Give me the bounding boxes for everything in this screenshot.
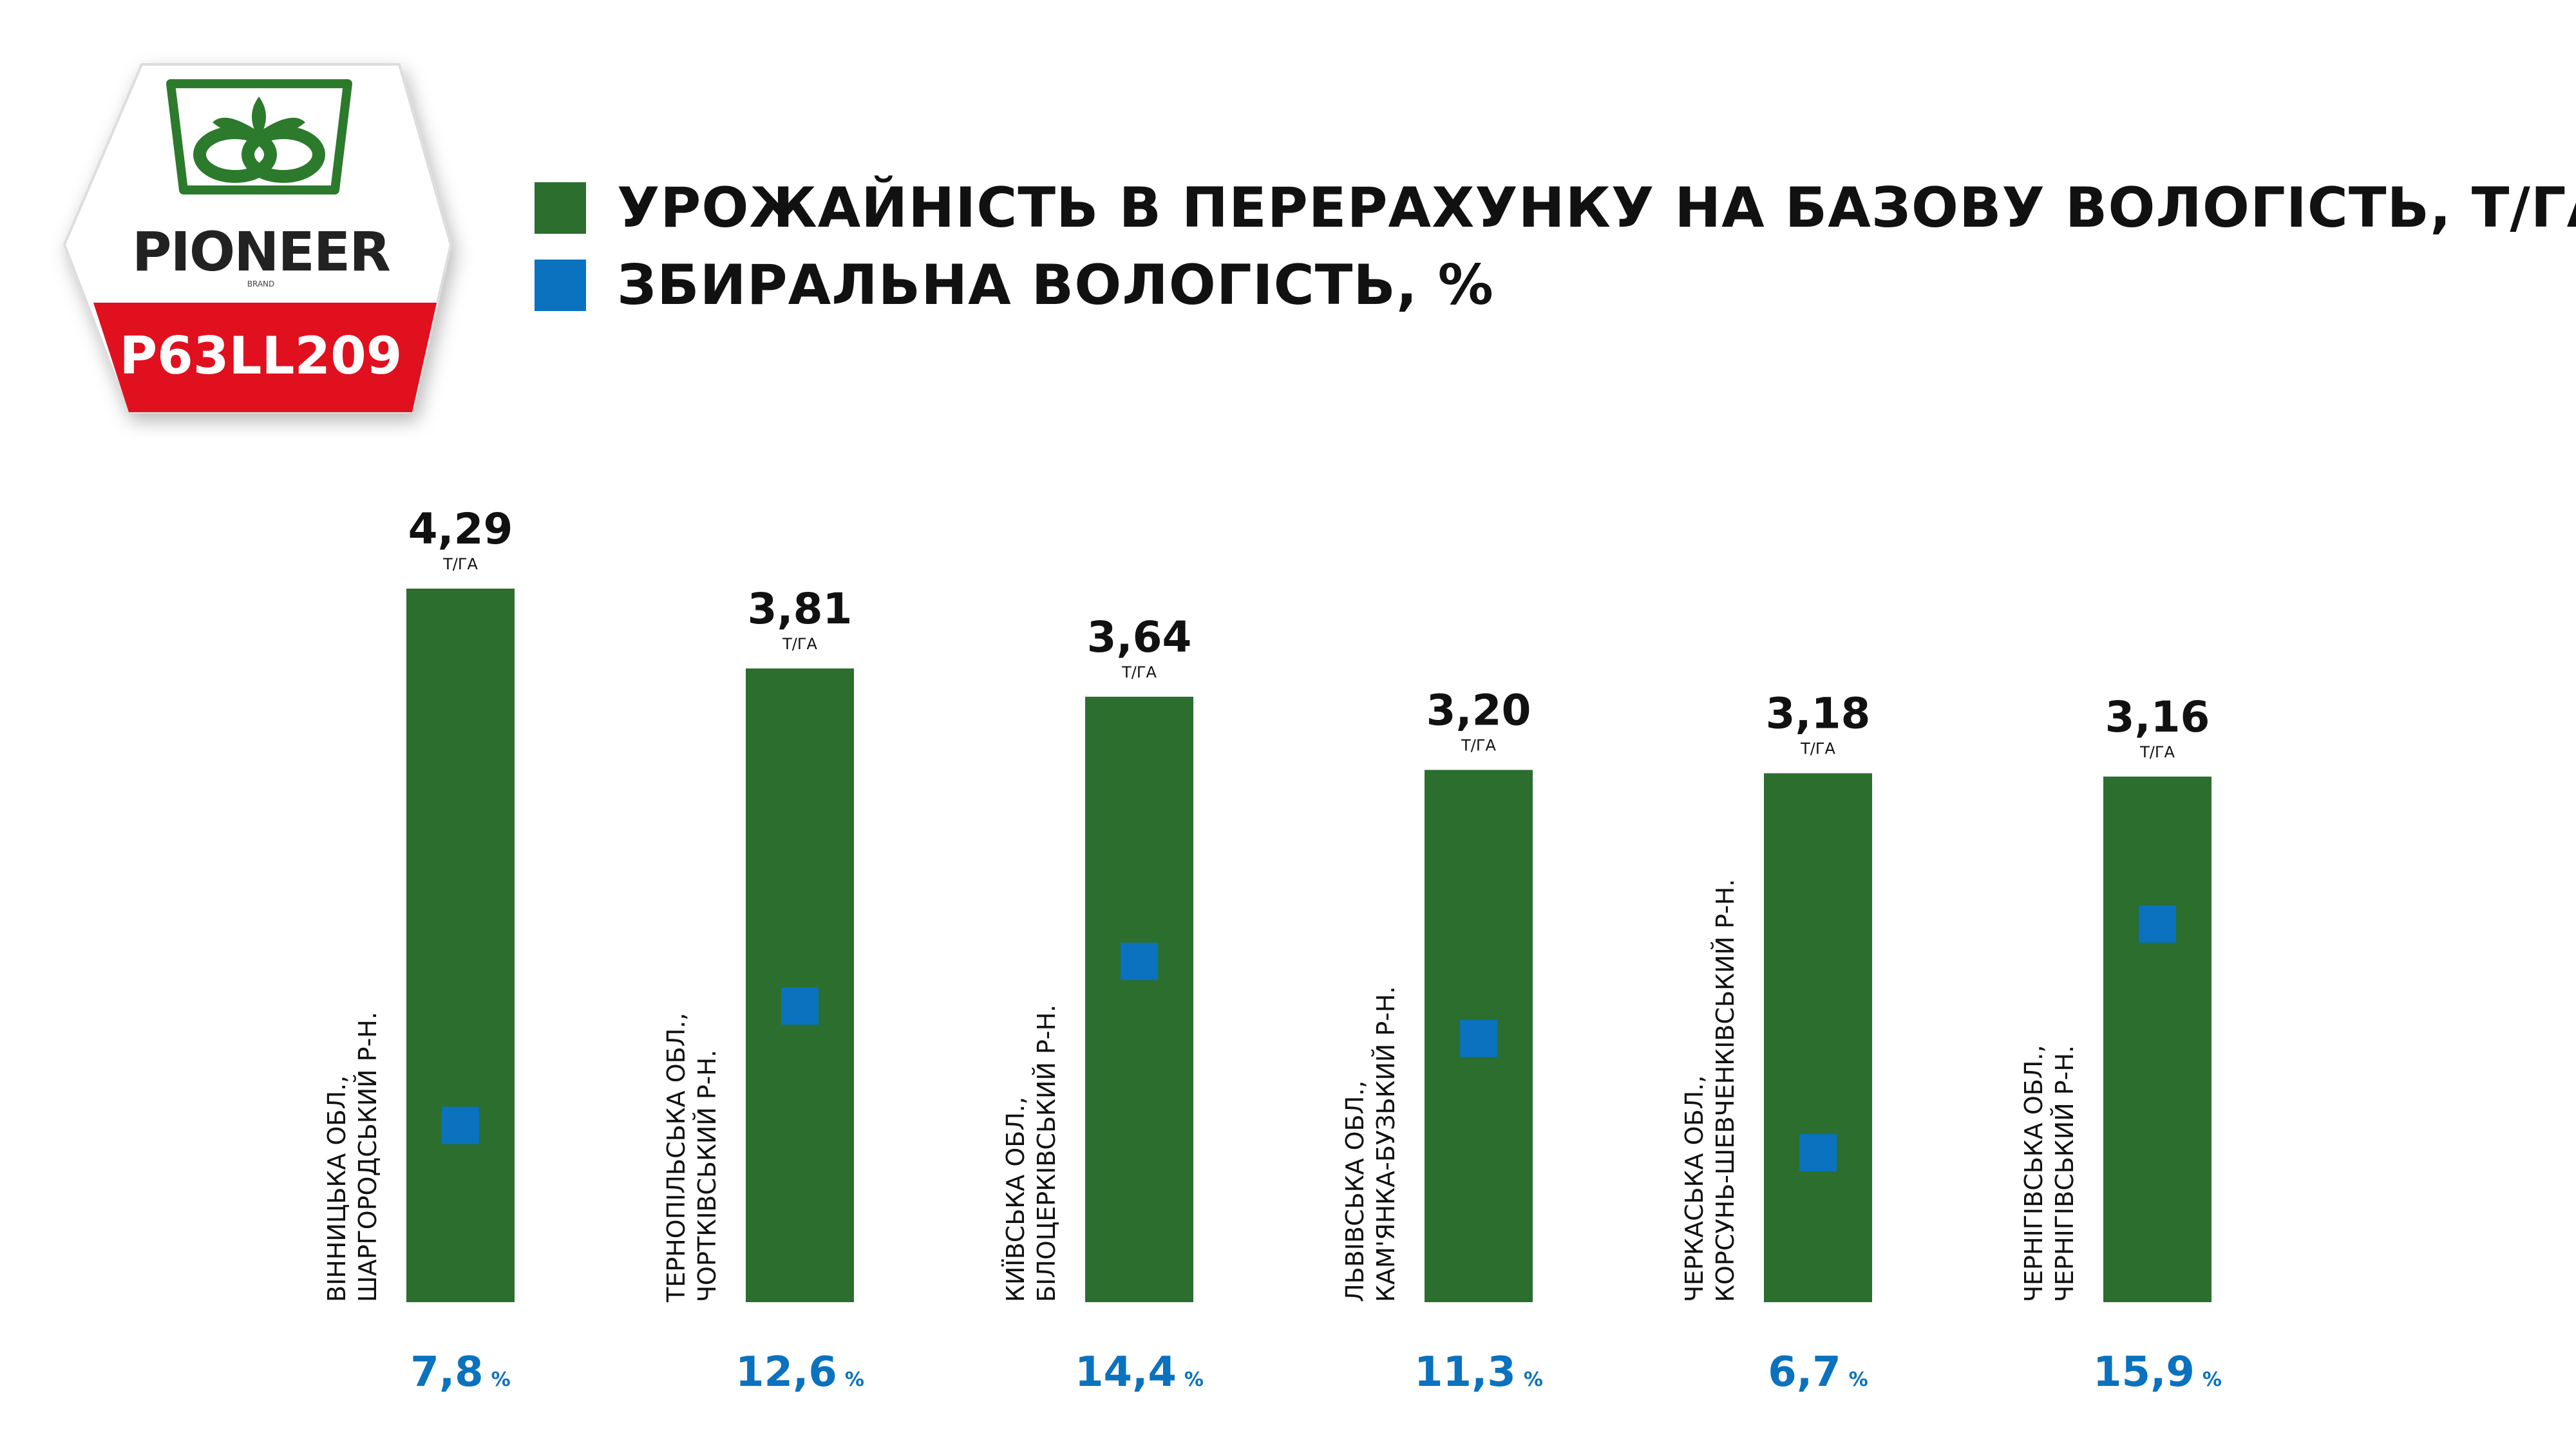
yield-unit-label: Т/ГА xyxy=(2139,743,2175,761)
yield-value-label: 3,64 xyxy=(1087,612,1192,662)
category-label: ВІННИЦЬКА ОБЛ., ШАРГОРОДСЬКИЙ Р-Н. xyxy=(323,1012,382,1302)
yield-bar xyxy=(746,668,854,1302)
bar-group: 4,29Т/ГА 7,8 % ВІННИЦЬКА ОБЛ., ШАРГОРОДСЬКИЙ… xyxy=(323,504,515,1396)
bars-layer: 4,29Т/ГА7,8 %ВІННИЦЬКА ОБЛ., ШАРГОРОДСЬКИЙ… xyxy=(323,504,2222,1396)
moisture-marker xyxy=(1460,1019,1497,1057)
bar-group: 3,64Т/ГА 14,4 % КИЇВСЬКА ОБЛ., БІЛОЦЕРКІВСЬК… xyxy=(1001,612,1204,1396)
yield-bar xyxy=(1764,773,1872,1302)
bar-group: 3,16Т/ГА 15,9 % ЧЕРНІГІВСЬКА ОБЛ., ЧЕРНІГІВС… xyxy=(2020,692,2222,1396)
legend-item-moisture: ЗБИРАЛЬНА ВОЛОГІСТЬ, % xyxy=(535,253,1494,317)
pioneer-logo: PIONEER BRAND P63LL209 xyxy=(62,63,453,413)
yield-value-label: 3,16 xyxy=(2105,692,2210,742)
yield-bar xyxy=(2103,776,2211,1302)
moisture-value-label: 15,9% xyxy=(2093,1349,2222,1396)
category-label: ЧЕРНІГІВСЬКА ОБЛ., ЧЕРНІГІВСЬКИЙ Р-Н. xyxy=(2020,1045,2079,1302)
bar-group: 3,18Т/ГА 6,7 % ЧЕРКАСЬКА ОБЛ., КОРСУНЬ-ШЕВЧЕ… xyxy=(1680,689,1872,1396)
moisture-value-label: 7,8% xyxy=(410,1349,510,1396)
bar-group: 3,81Т/ГА 12,6 % ТЕРНОПІЛЬСЬКА ОБЛ., ЧОРТКІВС… xyxy=(662,584,864,1396)
yield-value-label: 3,20 xyxy=(1426,686,1531,735)
category-label: ЛЬВІВСЬКА ОБЛ., КАМ'ЯНКА-БУЗЬКИЙ Р-Н. xyxy=(1341,986,1400,1302)
yield-value-label: 4,29 xyxy=(408,504,513,554)
logo-product-text: P63LL209 xyxy=(120,326,402,386)
moisture-marker xyxy=(1799,1134,1837,1171)
yield-value-label: 3,81 xyxy=(748,584,853,634)
legend-label-yield: УРОЖАЙНІСТЬ В ПЕРЕРАХУНКУ НА БАЗОВУ ВОЛО… xyxy=(617,176,2576,240)
moisture-value-label: 14,4% xyxy=(1075,1349,1204,1396)
logo-red-band xyxy=(93,303,437,412)
yield-bar xyxy=(1085,696,1193,1302)
category-label: ТЕРНОПІЛЬСЬКА ОБЛ., ЧОРТКІВСЬКИЙ Р-Н. xyxy=(662,1013,721,1303)
legend-item-yield: УРОЖАЙНІСТЬ В ПЕРЕРАХУНКУ НА БАЗОВУ ВОЛО… xyxy=(535,176,2576,240)
moisture-marker xyxy=(781,987,819,1025)
bar-group: 3,20 Т/ГА 11,3 % ЛЬВІВСЬКА ОБЛ., КАМ'ЯНКА-БУЗ… xyxy=(1341,686,1543,1396)
yield-bar xyxy=(406,589,515,1302)
logo-brand-sub: BRAND xyxy=(247,279,275,289)
moisture-marker xyxy=(1121,942,1158,980)
legend-swatch-yield xyxy=(535,182,586,234)
logo-brand-text: PIONEER xyxy=(132,220,390,283)
category-label: ЧЕРКАСЬКА ОБЛ., КОРСУНЬ-ШЕВЧЕНКІВСЬКИЙ Р-… xyxy=(1680,879,1739,1302)
yield-unit-label: Т/ГА xyxy=(1121,663,1157,681)
pioneer-sprout-icon xyxy=(166,79,352,194)
moisture-value-label: 6,7% xyxy=(1768,1349,1868,1396)
moisture-value-label: 12,6% xyxy=(735,1349,864,1396)
category-label: КИЇВСЬКА ОБЛ., БІЛОЦЕРКІВСЬКИЙ Р-Н. xyxy=(1001,1005,1061,1302)
legend-swatch-moisture xyxy=(535,260,586,311)
moisture-marker xyxy=(442,1106,479,1144)
yield-unit-label: Т/ГА xyxy=(782,635,817,653)
yield-value-label: 3,18 xyxy=(1766,689,1871,739)
yield-unit-label: Т/ГА xyxy=(1800,740,1835,758)
yield-unit-label: Т/ГА xyxy=(1461,737,1496,755)
moisture-value-label: 11,3% xyxy=(1414,1349,1543,1396)
yield-unit-label: Т/ГА xyxy=(442,555,478,573)
moisture-marker xyxy=(2139,905,2176,943)
legend-label-moisture: ЗБИРАЛЬНА ВОЛОГІСТЬ, % xyxy=(617,253,1494,317)
